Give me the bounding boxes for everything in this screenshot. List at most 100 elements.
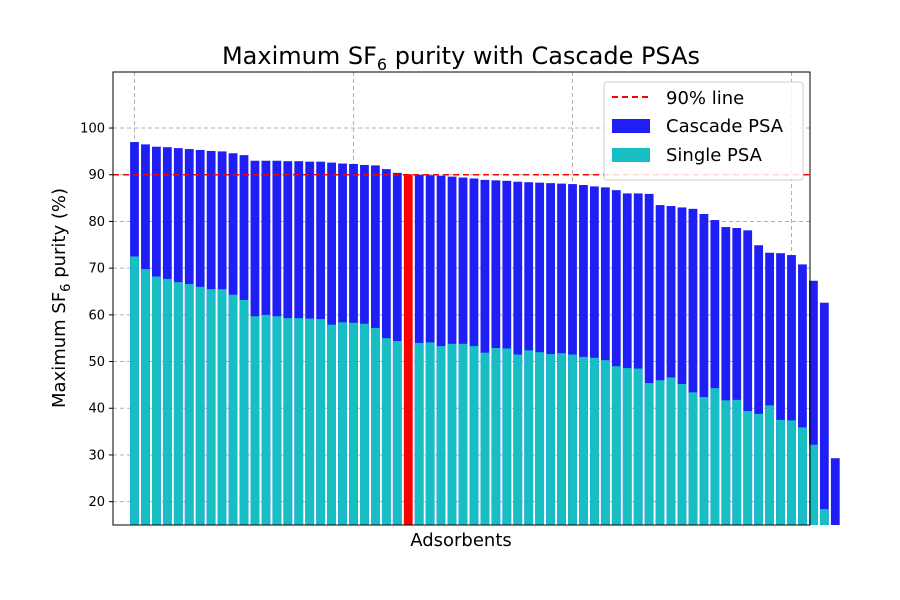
- y-tick-label: 90: [88, 168, 105, 183]
- legend-swatch-single: [612, 148, 650, 162]
- y-tick-label: 70: [88, 262, 105, 277]
- bar-cascade: [600, 187, 610, 525]
- bar-single: [568, 354, 577, 525]
- bar-single: [360, 323, 369, 525]
- bar-single: [349, 322, 358, 525]
- legend-label-cascade: Cascade PSA: [666, 116, 784, 137]
- bar-single: [579, 356, 588, 525]
- bar-single: [130, 256, 139, 525]
- bar-single: [228, 294, 238, 525]
- legend: 90% line Cascade PSA Single PSA: [603, 81, 804, 181]
- chart-title: Maximum SF6 purity with Cascade PSAs: [222, 42, 700, 74]
- x-axis-label: Adsorbents: [410, 530, 512, 551]
- bar-cascade: [480, 179, 490, 525]
- bar-cascade: [798, 264, 807, 525]
- bar-single: [721, 400, 731, 525]
- bar-cascade: [633, 193, 643, 526]
- y-tick-label: 60: [88, 308, 105, 323]
- bar-single: [491, 348, 501, 525]
- bar-cascade: [732, 227, 742, 525]
- bar-cascade: [579, 185, 588, 526]
- y-tick-label: 20: [88, 495, 105, 510]
- bar-single: [162, 278, 172, 525]
- y-axis-ticks: 20 30 40 50 60 70 80 90 100: [80, 122, 113, 510]
- bar-single: [469, 346, 479, 525]
- bar-single: [447, 343, 457, 525]
- bar-cascade: [819, 302, 829, 525]
- bar-single: [436, 346, 446, 525]
- bar-single: [206, 289, 216, 525]
- bar-single: [666, 377, 676, 525]
- y-tick-label: 50: [88, 355, 105, 370]
- bar-single: [710, 388, 720, 525]
- bar-single: [195, 286, 205, 525]
- bar-single: [239, 299, 249, 525]
- plot-frame: [112, 71, 811, 526]
- bar-single: [688, 392, 698, 525]
- bar-single: [502, 348, 512, 525]
- bar-single: [590, 357, 599, 525]
- bar-single: [305, 318, 315, 525]
- bar-single: [272, 316, 282, 525]
- y-tick-label: 40: [88, 402, 105, 417]
- bar-cascade: [699, 213, 709, 525]
- y-tick-label: 80: [88, 215, 105, 230]
- bar-single: [557, 353, 566, 525]
- bar-single: [316, 319, 326, 525]
- bar-single: [425, 342, 435, 525]
- legend-swatch-cascade: [612, 119, 650, 133]
- bar-cascade: [776, 253, 785, 525]
- bar-cascade: [710, 220, 720, 525]
- bar-single: [644, 383, 654, 525]
- bar-single: [611, 366, 621, 525]
- legend-label-single: Single PSA: [666, 145, 763, 166]
- bar-single: [480, 352, 490, 525]
- bar-single: [798, 427, 807, 525]
- bar-single: [787, 420, 796, 525]
- bar-cascade: [590, 186, 599, 525]
- bar-cascade: [809, 280, 818, 525]
- bar-single: [392, 340, 402, 525]
- bars: [130, 142, 840, 526]
- bar-single: [677, 383, 687, 525]
- bar-cascade: [666, 206, 676, 525]
- bar-cascade: [787, 255, 796, 525]
- bar-single: [261, 314, 271, 525]
- bar-cascade: [611, 190, 621, 525]
- bar-single: [141, 269, 150, 525]
- bar-single: [754, 413, 764, 525]
- bar-cascade: [513, 181, 523, 525]
- bar-single: [458, 343, 468, 525]
- bar-cascade: [644, 193, 654, 525]
- bar-single: [765, 405, 774, 525]
- bar-single: [217, 289, 227, 525]
- bar-single: [250, 316, 260, 525]
- bar-cascade: [622, 193, 632, 526]
- bar-single: [294, 318, 304, 525]
- y-axis-label: Maximum SF6 purity (%): [49, 188, 74, 408]
- bar-single: [809, 444, 818, 525]
- bar-single: [819, 509, 829, 525]
- bar-single: [184, 284, 194, 525]
- bar-single: [655, 380, 665, 525]
- bar-single: [283, 318, 293, 525]
- bar-cascade: [677, 207, 687, 525]
- bar-single: [699, 397, 709, 525]
- y-tick-label: 100: [80, 122, 105, 137]
- bar-single: [633, 368, 643, 525]
- bar-single: [524, 350, 534, 525]
- bar-single: [622, 368, 632, 525]
- bar-cascade: [765, 252, 774, 526]
- legend-label-90-line: 90% line: [666, 88, 744, 109]
- y-tick-label: 30: [88, 448, 105, 463]
- bar-cascade: [688, 208, 698, 525]
- bar-single: [546, 354, 555, 525]
- bar-highlight: [403, 174, 413, 525]
- bar-cascade: [721, 227, 731, 525]
- legend-box: [603, 81, 804, 181]
- bar-single: [327, 324, 336, 525]
- bar-single: [776, 419, 785, 525]
- bar-cascade: [754, 245, 764, 526]
- bar-single: [371, 327, 380, 525]
